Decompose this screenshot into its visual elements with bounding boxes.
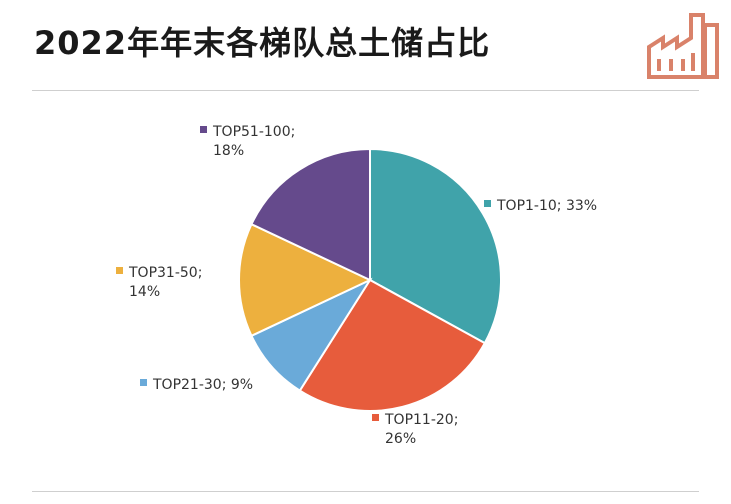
- bottom-divider: [32, 491, 699, 492]
- label-line2: 18%: [213, 143, 244, 159]
- label-line1: TOP21-30; 9%: [152, 377, 253, 393]
- data-label-top51-100: TOP51-100; 18%: [200, 124, 295, 159]
- pie-slice-top11-20: [298, 278, 487, 413]
- factory-icon: [647, 13, 719, 79]
- label-line1: TOP51-100;: [212, 124, 295, 140]
- label-marker: [140, 379, 147, 386]
- label-marker: [116, 267, 123, 274]
- label-line2: 14%: [129, 284, 160, 300]
- label-marker: [484, 200, 491, 207]
- label-marker: [372, 414, 379, 421]
- pie-slice-top1-10: [369, 147, 503, 345]
- data-label-top11-20: TOP11-20; 26%: [372, 412, 458, 447]
- label-line1: TOP11-20;: [384, 412, 458, 428]
- label-line2: 26%: [385, 431, 416, 447]
- label-line1: TOP31-50;: [128, 265, 202, 281]
- pie-slice-top31-50: [238, 222, 373, 338]
- data-label-top21-30: TOP21-30; 9%: [140, 377, 253, 393]
- label-marker: [200, 126, 207, 133]
- data-label-top31-50: TOP31-50; 14%: [116, 265, 202, 300]
- label-line1: TOP1-10; 33%: [496, 198, 597, 214]
- chart-title: 2022年年末各梯队总土储占比: [34, 24, 491, 62]
- top-divider: [32, 90, 699, 91]
- pie-slice-top51-100: [250, 147, 371, 282]
- data-label-top1-10: TOP1-10; 33%: [484, 198, 597, 214]
